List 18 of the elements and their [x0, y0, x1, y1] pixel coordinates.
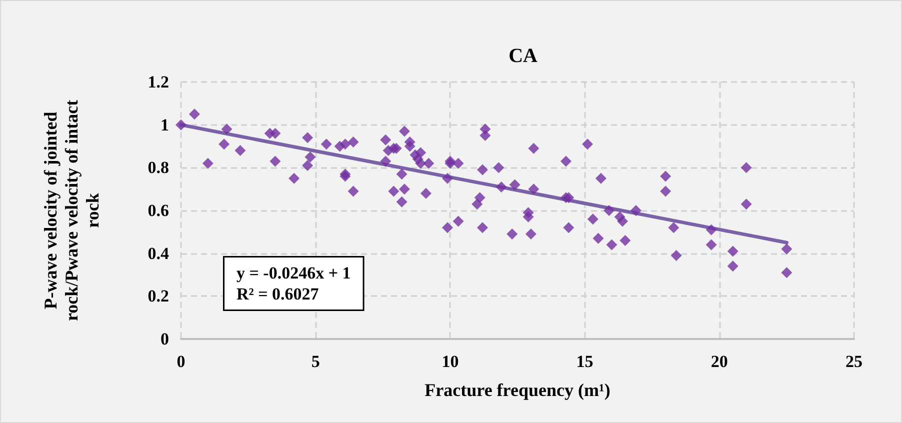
x-tick-label: 0: [176, 352, 186, 371]
x-tick-label: 15: [576, 352, 594, 371]
x-axis-title: Fracture frequency (m¹): [424, 380, 610, 400]
y-tick-label: 0.2: [148, 286, 169, 306]
x-tick-label: 5: [311, 352, 320, 371]
y-tick-label: 1: [160, 115, 169, 134]
y-tick-label: 0.4: [148, 244, 170, 263]
y-tick-label: 0.6: [148, 201, 169, 220]
x-tick-label: 10: [442, 352, 459, 371]
annotation: y = -0.0246x + 1: [236, 264, 351, 282]
y-axis-title: P-wave velocity of jointed rock/Pwave velocity of intact rock: [40, 100, 102, 322]
chart-title: CA: [508, 45, 538, 67]
y-tick-label: 0.8: [148, 158, 169, 178]
y-tick-label: 1.2: [148, 72, 169, 92]
x-tick-label: 20: [710, 352, 728, 371]
x-tick-label: 25: [846, 352, 862, 371]
y-tick-label: 0: [160, 330, 169, 348]
annotation: R² = 0.6027: [236, 284, 320, 304]
